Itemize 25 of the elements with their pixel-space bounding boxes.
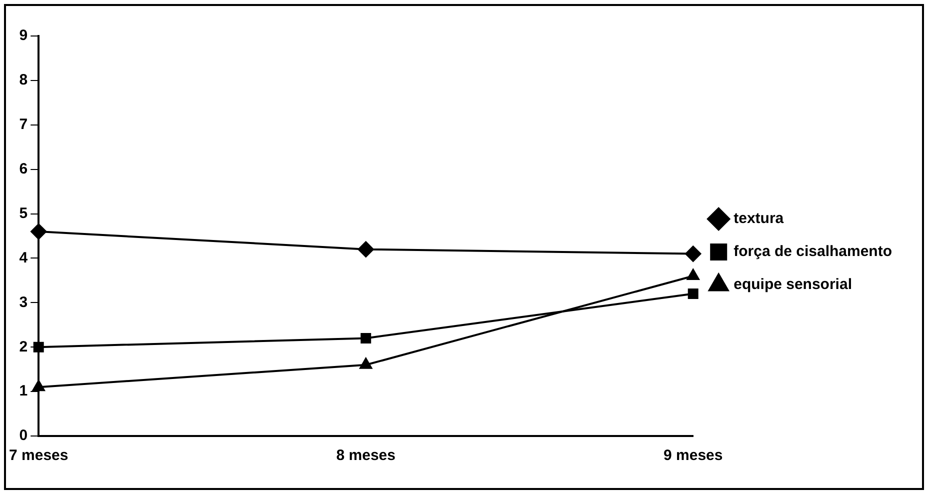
y-tick-label: 9 <box>19 27 28 44</box>
point <box>30 224 47 240</box>
point <box>685 246 702 262</box>
legend-label: força de cisalhamento <box>734 243 892 260</box>
y-tick-label: 1 <box>19 382 28 400</box>
legend-label: textura <box>734 210 784 228</box>
y-tick-label: 5 <box>19 204 28 222</box>
y-tick-label: 8 <box>19 72 28 89</box>
y-tick-label: 3 <box>19 294 28 311</box>
point <box>33 342 44 352</box>
point <box>358 241 374 258</box>
point <box>360 358 372 369</box>
point <box>686 269 700 280</box>
point <box>688 288 698 300</box>
x-tick-label: 9 meses <box>664 447 723 464</box>
y-tick-label: 0 <box>19 427 28 444</box>
legend-label: equipe sensorial <box>734 276 852 294</box>
y-tick-label: 2 <box>19 338 28 356</box>
point <box>360 332 372 344</box>
y-tick-label: 4 <box>19 249 28 266</box>
x-tick-label: 8 meses <box>336 447 396 464</box>
y-tick-label: 7 <box>19 116 28 134</box>
point <box>32 380 45 392</box>
y-tick-label: 6 <box>19 160 28 178</box>
x-tick-label: 7 meses <box>9 447 68 464</box>
